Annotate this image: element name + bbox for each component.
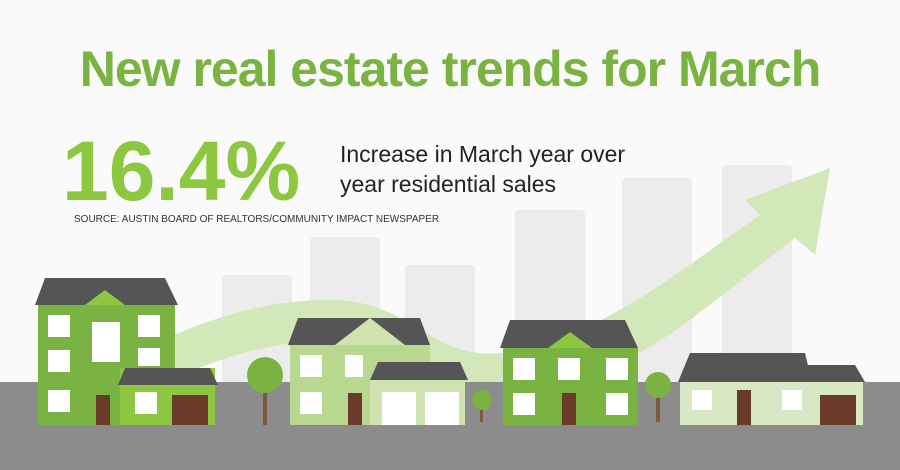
trees (247, 357, 671, 425)
stat-description: Increase in March year over (340, 141, 625, 167)
house (500, 320, 638, 425)
house (288, 318, 468, 425)
house (35, 278, 218, 425)
source: SOURCE: AUSTIN BOARD OF REALTORS/COMMUNI… (74, 214, 439, 225)
house (678, 353, 865, 425)
stat-value: 16.4% (62, 124, 300, 218)
title: New real estate trends for March (80, 41, 821, 97)
stat-description: year residential sales (340, 171, 556, 197)
